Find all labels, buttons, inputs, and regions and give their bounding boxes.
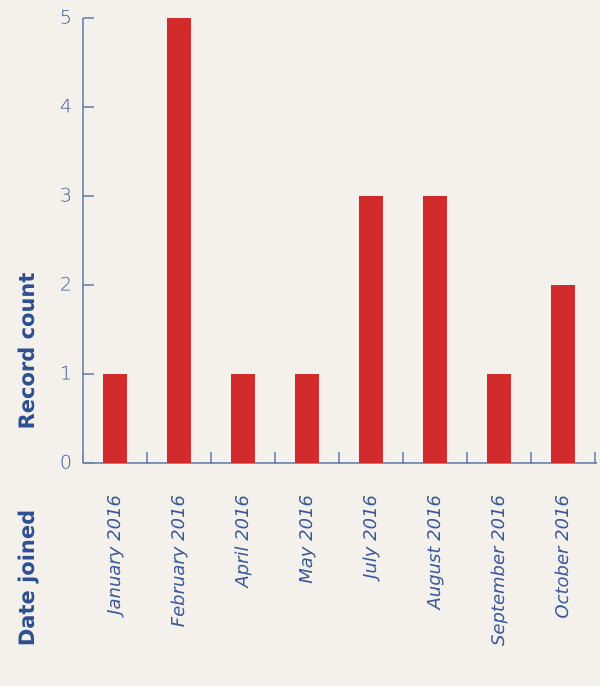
x-tick-label: February 2016: [168, 495, 189, 627]
bar: [487, 374, 511, 463]
x-tick-label: August 2016: [424, 495, 445, 611]
bar: [231, 374, 255, 463]
x-tick-label: October 2016: [552, 495, 573, 619]
y-tick-label: 2: [60, 274, 72, 296]
y-axis-title: Record count: [15, 273, 39, 430]
y-tick-label: 4: [60, 96, 72, 118]
x-axis-title: Date joined: [15, 510, 39, 646]
bar: [359, 196, 383, 463]
y-tick-label: 0: [60, 452, 72, 474]
y-tick-label: 1: [60, 363, 72, 385]
bar: [295, 374, 319, 463]
bar: [103, 374, 127, 463]
y-tick-label: 3: [60, 185, 72, 207]
x-tick-label: May 2016: [296, 495, 317, 584]
x-tick-label: September 2016: [488, 495, 509, 646]
bar: [423, 196, 447, 463]
bar: [167, 18, 191, 463]
x-tick-label: July 2016: [360, 495, 381, 582]
y-tick-label: 5: [60, 7, 72, 29]
x-tick-label: April 2016: [232, 495, 253, 589]
x-tick-label: January 2016: [104, 495, 125, 618]
bar: [551, 285, 575, 463]
